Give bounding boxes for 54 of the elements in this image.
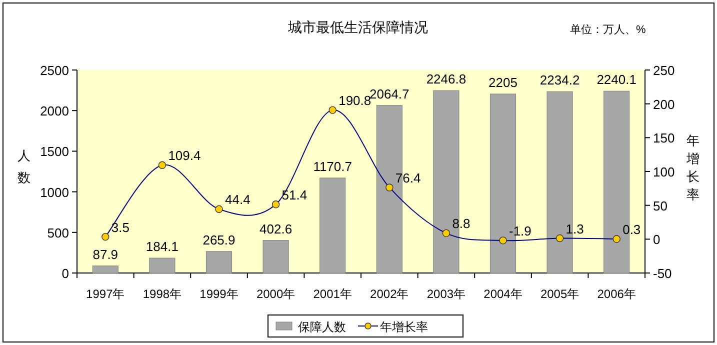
- data-label: 2064.7: [370, 86, 410, 102]
- data-label: 190.8: [338, 93, 372, 108]
- y-tick-label: 1000: [40, 184, 69, 200]
- data-label: 44.4: [225, 192, 250, 208]
- y2-tick-label: -50: [653, 266, 672, 281]
- legend-label: 保障人数: [298, 320, 346, 334]
- data-label: 76.4: [395, 170, 421, 186]
- data-label: 2205: [488, 74, 518, 90]
- x-tick-label: 2002年: [370, 287, 409, 301]
- y-tick-label: 0: [62, 266, 69, 281]
- y-tick-label: 2000: [40, 104, 69, 119]
- x-tick-label: 2004年: [484, 287, 522, 301]
- y-tick-label: 2500: [40, 63, 69, 78]
- bar: [206, 251, 232, 274]
- y2-tick-label: 250: [653, 63, 675, 78]
- bar: [149, 258, 176, 274]
- y2-tick-label: 50: [653, 198, 668, 214]
- legend-label: 年增长率: [380, 320, 428, 334]
- data-label: 2234.2: [540, 72, 580, 88]
- data-label: 402.6: [260, 221, 292, 236]
- x-tick-label: 2005年: [540, 287, 580, 301]
- y2-tick-label: 200: [653, 96, 675, 112]
- data-label: 1.3: [566, 221, 584, 236]
- data-label: 184.1: [146, 239, 178, 254]
- y2-tick-label: 0: [653, 232, 660, 248]
- bar: [320, 178, 346, 274]
- x-tick-label: 2006年: [597, 287, 636, 301]
- data-label: 51.4: [282, 187, 308, 202]
- y2-axis-title: 年增长率: [686, 133, 700, 202]
- x-tick-label: 2003年: [426, 287, 466, 301]
- data-label: 0.3: [622, 222, 641, 237]
- y-tick-label: 500: [47, 225, 69, 240]
- chart-title: 城市最低生活保障情况: [287, 19, 428, 35]
- x-tick-label: 1998年: [142, 287, 182, 301]
- bar: [262, 240, 289, 274]
- y2-tick-label: 100: [653, 164, 675, 180]
- data-label: 87.9: [92, 246, 118, 262]
- y2-tick-label: 150: [653, 130, 675, 146]
- data-label: 109.4: [168, 148, 201, 164]
- data-label: -1.9: [509, 223, 532, 238]
- bar: [92, 266, 118, 274]
- data-label: 1170.7: [313, 158, 352, 174]
- y-tick-label: 1500: [40, 144, 69, 160]
- data-label: 265.9: [202, 232, 236, 248]
- data-label: 3.5: [111, 220, 130, 235]
- data-label: 2240.1: [596, 72, 636, 88]
- x-tick-label: 1999年: [200, 287, 238, 301]
- data-label: 2246.8: [426, 72, 466, 87]
- x-tick-label: 2000年: [256, 287, 296, 301]
- x-tick-label: 2001年: [313, 287, 352, 301]
- data-label: 8.8: [452, 216, 470, 232]
- y-axis-title: 人数: [18, 148, 30, 185]
- text: 单位：万人、%: [570, 23, 646, 36]
- x-tick-label: 1997年: [86, 287, 125, 301]
